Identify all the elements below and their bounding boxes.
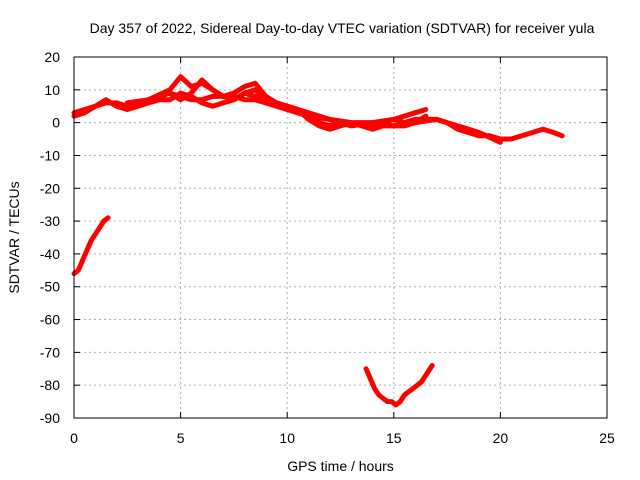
- chart-title: Day 357 of 2022, Sidereal Day-to-day VTE…: [90, 20, 595, 36]
- y-tick-label: -60: [40, 312, 60, 328]
- series-line-negative-arc-mid: [363, 363, 435, 408]
- series-layer: [71, 74, 565, 408]
- series-line-main-track-b: [71, 90, 429, 132]
- y-axis-title: SDTVAR / TECUs: [6, 181, 22, 293]
- grid-layer: [74, 57, 607, 418]
- x-tick-label: 25: [599, 430, 615, 446]
- x-tick-label: 15: [386, 430, 402, 446]
- y-tick-label: -50: [40, 279, 60, 295]
- series-line-negative-arc-early: [71, 215, 111, 277]
- y-tick-label: -90: [40, 410, 60, 426]
- y-tick-label: -80: [40, 377, 60, 393]
- x-tick-label: 10: [279, 430, 295, 446]
- x-axis-title: GPS time / hours: [287, 458, 394, 474]
- y-tick-label: 0: [52, 115, 60, 131]
- x-tick-label: 20: [493, 430, 509, 446]
- y-tick-label: 10: [44, 82, 60, 98]
- plot-frame: [73, 56, 608, 419]
- y-tick-label: -70: [40, 344, 60, 360]
- series-line-main-track-d: [135, 77, 503, 145]
- x-tick-label: 0: [70, 430, 78, 446]
- y-tick-label: -10: [40, 147, 60, 163]
- y-tick-label: 20: [44, 49, 60, 65]
- tick-layer: 0 5 10 15 20 25 20 10 0 -10 -20 -30 -40 -50 -60 -70 -80 -…: [40, 49, 615, 446]
- y-tick-label: -40: [40, 246, 60, 262]
- x-tick-label: 5: [177, 430, 185, 446]
- y-tick-label: -30: [40, 213, 60, 229]
- y-tick-label: -20: [40, 180, 60, 196]
